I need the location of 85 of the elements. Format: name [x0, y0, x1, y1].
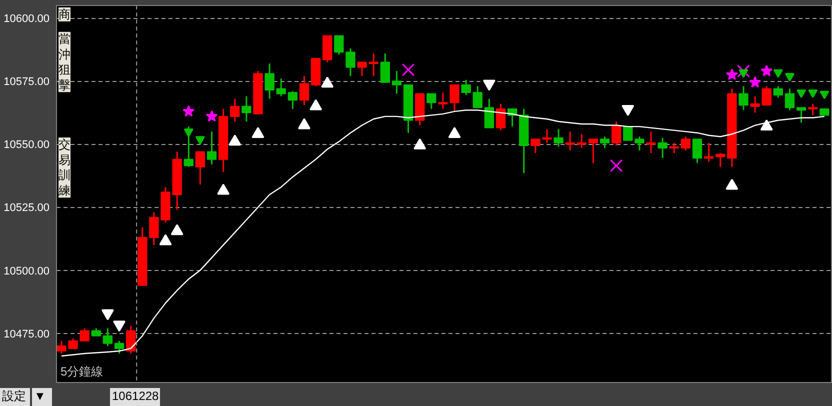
candlestick — [750, 96, 760, 114]
point — [760, 119, 773, 130]
candlestick — [554, 128, 564, 148]
annotation: 5分鐘線 — [60, 364, 104, 378]
point — [414, 138, 426, 150]
point — [749, 76, 762, 88]
candlestick — [565, 130, 575, 152]
y-tick-label: 10475.00 — [4, 328, 50, 340]
candlestick — [80, 328, 90, 342]
candlestick — [762, 85, 772, 106]
point — [217, 184, 230, 195]
candlestick — [392, 70, 402, 95]
candlestick — [704, 142, 714, 163]
point — [808, 89, 818, 98]
candlestick — [773, 85, 784, 98]
candlestick — [576, 133, 586, 149]
point — [252, 127, 264, 138]
candlestick — [195, 151, 206, 186]
candlestick — [680, 136, 691, 152]
candlestick — [346, 48, 356, 77]
candlestick — [496, 103, 506, 132]
candlestick — [322, 35, 332, 63]
point — [228, 134, 242, 146]
point — [402, 63, 415, 76]
candlestick — [126, 325, 136, 354]
candlestick — [426, 93, 436, 110]
y-tick-label: 10600.00 — [4, 13, 50, 26]
candlestick — [784, 88, 795, 111]
point — [610, 159, 623, 172]
point — [310, 99, 322, 110]
point — [760, 64, 773, 76]
candlestick — [288, 90, 298, 110]
candlestick — [646, 130, 656, 154]
candlestick — [623, 126, 633, 141]
point — [159, 234, 172, 246]
candlestick — [472, 85, 482, 108]
candlestick — [634, 136, 644, 152]
candlestick — [102, 328, 113, 347]
y-tick-label: 10525.00 — [4, 202, 50, 214]
point — [784, 73, 794, 82]
candlestick — [438, 92, 448, 110]
point — [182, 105, 195, 117]
y-tick-label: 10575.00 — [4, 76, 50, 88]
point — [773, 69, 783, 78]
candlestick — [738, 85, 748, 111]
y-tick-label: 10500.00 — [4, 265, 50, 278]
candlestick — [692, 138, 702, 164]
point — [321, 76, 334, 88]
y-tick-label: 10550.00 — [4, 139, 50, 152]
text: 設定 — [2, 388, 26, 405]
candlestick — [484, 98, 494, 129]
point — [206, 110, 218, 122]
candlestick — [299, 75, 310, 106]
candlestick — [808, 103, 818, 116]
candlestick — [334, 35, 344, 56]
annotation: 商 — [58, 7, 70, 22]
candlestick — [450, 84, 460, 112]
candlestick — [264, 62, 274, 100]
point — [726, 68, 738, 80]
text: 1061228 — [112, 388, 159, 406]
point — [448, 127, 461, 138]
candlestick — [276, 78, 286, 98]
candlestick — [380, 52, 390, 84]
point — [738, 69, 748, 78]
annotation: 交易訓練 — [58, 137, 70, 198]
text: ▼ — [34, 388, 46, 405]
candlestick — [612, 120, 622, 146]
point — [737, 64, 750, 78]
annotation: 當沖狙擊 — [58, 32, 70, 92]
candlestick — [242, 96, 252, 122]
candlestick — [669, 142, 679, 154]
candlestick — [230, 98, 240, 122]
candlestick — [796, 106, 806, 124]
candlestick — [588, 138, 598, 164]
candlestick — [184, 126, 194, 168]
candlestick — [206, 130, 217, 166]
candlestick — [114, 340, 124, 354]
point — [298, 118, 310, 130]
point — [726, 178, 738, 190]
candlestick — [600, 136, 610, 149]
candlestick — [461, 79, 471, 96]
candlestick — [716, 152, 726, 168]
point — [170, 224, 184, 236]
point — [796, 89, 806, 98]
candlestick — [658, 137, 668, 159]
